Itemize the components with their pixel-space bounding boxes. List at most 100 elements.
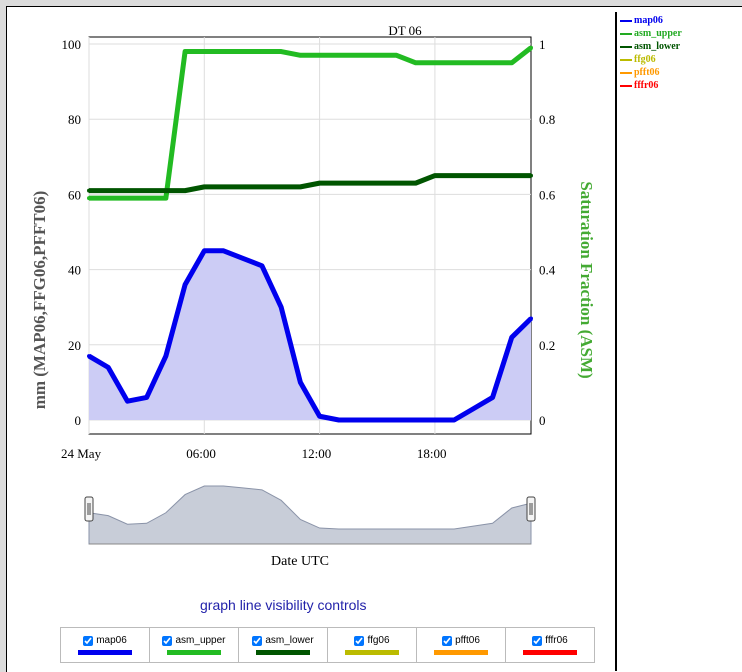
map06-point — [240, 256, 245, 261]
asm_upper-point — [529, 45, 533, 50]
map06-point — [87, 354, 91, 359]
asm_lower-point — [336, 181, 341, 186]
legend-label: asm_upper — [634, 28, 682, 39]
asm_lower-point — [413, 181, 418, 186]
visibility-control-pfft06: pfft06 — [416, 627, 506, 663]
asm_lower-point — [183, 188, 188, 193]
map06-point — [490, 395, 495, 400]
y-right-tick-label: 0 — [539, 413, 546, 428]
map06-point — [317, 414, 322, 419]
map06-point — [259, 263, 264, 268]
asm_lower-point — [317, 181, 322, 186]
map06-point — [202, 248, 207, 253]
asm_upper-point — [259, 49, 264, 54]
map06-point — [432, 418, 437, 422]
visibility-checkbox[interactable] — [442, 635, 453, 646]
visibility-control-asm_lower: asm_lower — [238, 627, 328, 663]
legend-item-asm_lower[interactable]: asm_lower — [620, 40, 740, 53]
asm_lower-point — [163, 188, 168, 193]
asm_lower-point — [125, 188, 130, 193]
asm_lower-point — [529, 173, 533, 178]
legend-item-asm_upper[interactable]: asm_upper — [620, 27, 740, 40]
asm_upper-point — [356, 53, 361, 58]
asm_lower-point — [375, 181, 380, 186]
visibility-control-asm_upper: asm_upper — [149, 627, 239, 663]
asm_lower-point — [240, 184, 245, 189]
asm_lower-point — [509, 173, 514, 178]
asm_lower-point — [279, 184, 284, 189]
legend-item-pfft06[interactable]: pfft06 — [620, 66, 740, 79]
legend: map06 asm_upper asm_lower ffg06 pfft06 fffr06 — [620, 14, 740, 92]
range-navigator[interactable] — [84, 485, 536, 545]
asm_upper-point — [202, 49, 207, 54]
asm_lower-point — [259, 184, 264, 189]
legend-item-fffr06[interactable]: fffr06 — [620, 79, 740, 92]
legend-line-icon — [620, 32, 632, 35]
map06-point — [298, 380, 303, 385]
asm_upper-line — [89, 45, 533, 201]
navigator-left-handle[interactable] — [84, 496, 94, 522]
asm_upper-point — [375, 53, 380, 58]
y-right-tick-label: 0.6 — [539, 187, 556, 202]
asm_upper-point — [240, 49, 245, 54]
visibility-control-map06: map06 — [60, 627, 150, 663]
y-left-tick-label: 80 — [68, 112, 81, 127]
asm_upper-point — [183, 49, 188, 54]
navigator-right-handle[interactable] — [526, 496, 536, 522]
legend-line-icon — [620, 58, 632, 61]
asm_upper-point — [317, 53, 322, 58]
navigator-label: Date UTC — [271, 554, 329, 569]
asm_upper-point — [221, 49, 226, 54]
asm_upper-point — [125, 196, 130, 201]
chart-title: DT 06 — [388, 23, 422, 38]
x-tick-label: 24 May — [61, 446, 102, 461]
visibility-checkbox[interactable] — [354, 635, 365, 646]
asm_upper-point — [144, 196, 149, 201]
legend-item-ffg06[interactable]: ffg06 — [620, 53, 740, 66]
legend-label: pfft06 — [634, 67, 660, 78]
asm_lower-point — [87, 188, 91, 193]
y-right-tick-label: 0.2 — [539, 338, 555, 353]
visibility-checkbox[interactable] — [532, 635, 543, 646]
visibility-label: ffg06 — [367, 635, 390, 646]
map06-point — [394, 418, 399, 422]
visibility-label: pfft06 — [455, 635, 480, 646]
asm_upper-point — [452, 60, 457, 65]
y-right-tick-label: 0.8 — [539, 112, 555, 127]
legend-label: asm_lower — [634, 41, 681, 52]
visibility-label: map06 — [96, 635, 127, 646]
asm_lower-point — [144, 188, 149, 193]
legend-item-map06[interactable]: map06 — [620, 14, 740, 27]
asm_upper-point — [509, 60, 514, 65]
asm_upper-point — [432, 60, 437, 65]
y-left-tick-label: 40 — [68, 263, 81, 278]
y-left-tick-label: 0 — [75, 413, 82, 428]
visibility-checkbox[interactable] — [252, 635, 263, 646]
map06-point — [356, 418, 361, 422]
legend-line-icon — [620, 71, 632, 74]
visibility-label: asm_lower — [265, 635, 314, 646]
y-axis-left-label: mm (MAP06,FFG06,PFFT06) — [30, 191, 49, 410]
y-right-tick-label: 0.4 — [539, 263, 556, 278]
asm_lower-point — [106, 188, 111, 193]
map06-point — [413, 418, 418, 422]
color-swatch — [256, 650, 310, 655]
asm_lower-point — [298, 184, 303, 189]
visibility-checkbox[interactable] — [83, 635, 94, 646]
asm_upper-point — [298, 53, 303, 58]
map06-point — [452, 418, 457, 422]
grid — [88, 37, 531, 434]
asm_lower-point — [356, 181, 361, 186]
asm_upper-point — [106, 196, 111, 201]
asm_upper-point — [336, 53, 341, 58]
x-tick-label: 18:00 — [417, 446, 447, 461]
lines-layer — [87, 45, 533, 423]
chart-svg: 0 20 40 60 80 100 0 0.2 0.4 0.6 0.8 1 24 May 06:00 12:… — [30, 23, 596, 569]
color-swatch — [345, 650, 399, 655]
visibility-checkbox[interactable] — [162, 635, 173, 646]
map06-point — [279, 305, 284, 310]
map06-point — [183, 282, 188, 287]
map06-point — [375, 418, 380, 422]
asm_upper-point — [471, 60, 476, 65]
asm_upper-point — [279, 49, 284, 54]
